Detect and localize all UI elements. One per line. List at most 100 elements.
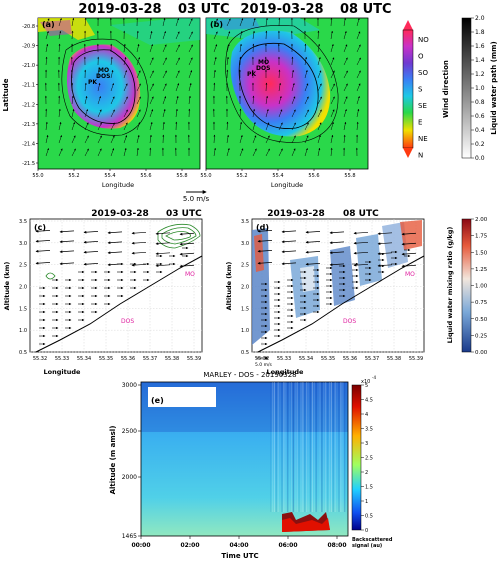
- wind-dir-label-4: SE: [418, 102, 427, 110]
- panel-a-wind-vector-103: [136, 122, 141, 131]
- panel-a-wind-vector-85: [58, 108, 61, 118]
- panel-c-wind-vector-0: [35, 229, 51, 233]
- panel-e-label: (e): [151, 396, 164, 405]
- panel-e-stripe-3: [275, 382, 277, 512]
- panel-b-wind-vector-82: [343, 96, 348, 105]
- panel-e-xlabel: Time UTC: [221, 552, 258, 560]
- panel-b-wind-vector-55: [304, 69, 308, 79]
- panel-e-ylabel: Altitude (m amsl): [109, 426, 117, 495]
- panel-a-wind-vector-74: [71, 95, 74, 105]
- panel-a-ytick-label-3: -21.1: [22, 83, 35, 89]
- panel-a-wind-vector-88: [97, 109, 102, 118]
- panel-b-wind-vector-66: [291, 82, 295, 92]
- panel-b-wind-vector-81: [330, 96, 335, 105]
- panel-c-xtick-label-3: 55.35: [99, 356, 113, 362]
- panel-a-wind-vector-80: [149, 96, 154, 105]
- panel-c-wind-vector-8: [59, 240, 75, 244]
- panel-c-wind-vector-4: [131, 231, 147, 235]
- wind-direction-title: Wind direction: [442, 60, 450, 118]
- panel-d-wind-vector-17: [329, 251, 345, 255]
- panel-a-wind-vector-86: [71, 108, 75, 118]
- panel-a-xtick-label-2: 55.4: [104, 173, 115, 179]
- panel-b-wind-vector-89: [278, 109, 283, 118]
- lwp-tick-label-7: 0.6: [475, 113, 485, 120]
- lwmr-colorbar: 2.00 1.75 1.50 1.25 1.00 0.75 0.50 0.25 0.00 Liq…: [446, 217, 488, 356]
- panel-a-wind-vector-109: [58, 135, 62, 144]
- wind-dir-label-7: N: [418, 152, 423, 160]
- panel-c-wind-vector-16: [83, 250, 99, 254]
- panel-c-wind-vectors: [35, 229, 195, 346]
- panel-b-wind-vector-90: [291, 109, 296, 118]
- lwp-tick-label-2: 1.6: [475, 43, 485, 50]
- panel-a-wind-vector-19: [136, 30, 139, 40]
- panel-a-xlabel: Longitude: [102, 181, 134, 189]
- panel-c-wind-vector-6: [179, 232, 195, 236]
- panel-b-wind-vector-42: [291, 56, 294, 66]
- panel-a-wind-vector-90: [123, 109, 128, 118]
- panel-a-wind-vector-98: [71, 122, 75, 131]
- panel-d-wind-vector-3: [329, 231, 345, 235]
- panel-b-wind-vector-127: [304, 148, 308, 157]
- lwmr-tick-label-0: 2.00: [475, 217, 488, 223]
- panel-a-wind-vector-70: [175, 83, 180, 92]
- panel-c-terrain: [35, 255, 203, 353]
- panel-c-title-time: 03 UTC: [166, 209, 202, 219]
- panel-d-xtick-label-2: 55.34: [299, 356, 313, 362]
- panel-a-wind-vector-101: [110, 122, 115, 131]
- panel-b-wind-vector-78: [291, 96, 296, 105]
- panel-b-wind-vector-65: [278, 82, 282, 92]
- panel-d-wind-vector-0: [257, 229, 273, 233]
- panel-d-ytick-label-1: 3.0: [241, 241, 249, 247]
- panel-e-ytick-label-0: 3000: [122, 382, 137, 389]
- panel-d-wind-vector-10: [329, 241, 345, 245]
- panel-a-wind-vector-43: [136, 57, 140, 66]
- panel-d-wind-vector-15: [281, 250, 297, 254]
- panel-c-wind-vector-5: [155, 232, 171, 236]
- panel-b-wind-vector-13: [226, 31, 231, 40]
- panel-a-wind-vector-120: [45, 148, 49, 157]
- panel-b-xtick-label-1: 55.2: [236, 173, 247, 179]
- panel-c-ytick-label-3: 2.0: [19, 285, 27, 291]
- panel-a-wind-vector-1: [58, 18, 62, 27]
- panel-c-ytick-label-5: 1.0: [19, 328, 27, 334]
- wind-scale-label: 5.0 m/s: [183, 195, 210, 203]
- panel-e-xtick-label-4: 08:00: [327, 542, 346, 549]
- lwp-tick-label-6: 0.8: [475, 99, 485, 106]
- panel-e-ytick-label-1: 2500: [122, 428, 137, 435]
- wind-dir-label-2: SO: [418, 69, 428, 77]
- wind-dir-label-0: NO: [418, 36, 429, 44]
- panel-d-xtick-label-0: 55.32: [255, 356, 269, 362]
- panel-d-xlabel: Longitude: [267, 368, 305, 376]
- backscatter-exponent-power: -4: [372, 375, 376, 380]
- panel-a-wind-vector-35: [188, 44, 193, 53]
- bs-tick-label-7: 1.5: [365, 485, 373, 491]
- panel-b-wind-vector-68: [317, 83, 322, 92]
- panel-d-title-time: 08 UTC: [343, 209, 379, 219]
- panel-a-wind-vector-113: [110, 135, 115, 144]
- panel-b-wind-vector-97: [226, 121, 229, 131]
- panel-c-wind-vector-26: [155, 264, 171, 268]
- panel-b-wind-vector-87: [252, 108, 256, 118]
- panel-c-site-mo: MO: [185, 271, 195, 278]
- panel-a-wind-vector-96: [45, 121, 48, 131]
- lwmr-tick-label-4: 1.00: [475, 284, 488, 290]
- panel-c-wind-vector-11: [131, 241, 147, 245]
- panel-d-wind-vector-14: [257, 249, 273, 253]
- bs-tick-label-5: 2.5: [365, 456, 373, 462]
- panel-c-wind-vector-9: [83, 240, 99, 244]
- panel-e-stripe-21: [309, 382, 312, 512]
- lwmr-tick-label-6: 0.50: [475, 317, 488, 323]
- panel-c-wind-vector-20: [179, 252, 195, 256]
- panel-b-wind-vector-122: [239, 148, 244, 157]
- backscatter-title-2: signal (au): [352, 543, 382, 549]
- panel-b-wind-vector-10: [343, 17, 347, 27]
- panel-b-wind-vector-100: [265, 122, 270, 131]
- panel-d: 2019-03-28 08 UTC DOS MO (d) Altitude (k…: [225, 209, 425, 376]
- panel-a-wind-vector-77: [110, 96, 115, 105]
- panel-b-ticks: 55.0 55.2 55.4 55.6 55.8: [200, 169, 356, 179]
- panel-e-stripe-5: [279, 382, 281, 512]
- lwp-tick-label-9: 0.2: [475, 141, 485, 148]
- panel-d-wind-vector-5: [377, 232, 393, 236]
- panel-c-wind-vector-19: [155, 252, 171, 256]
- panel-a-wind-vector-110: [71, 135, 76, 144]
